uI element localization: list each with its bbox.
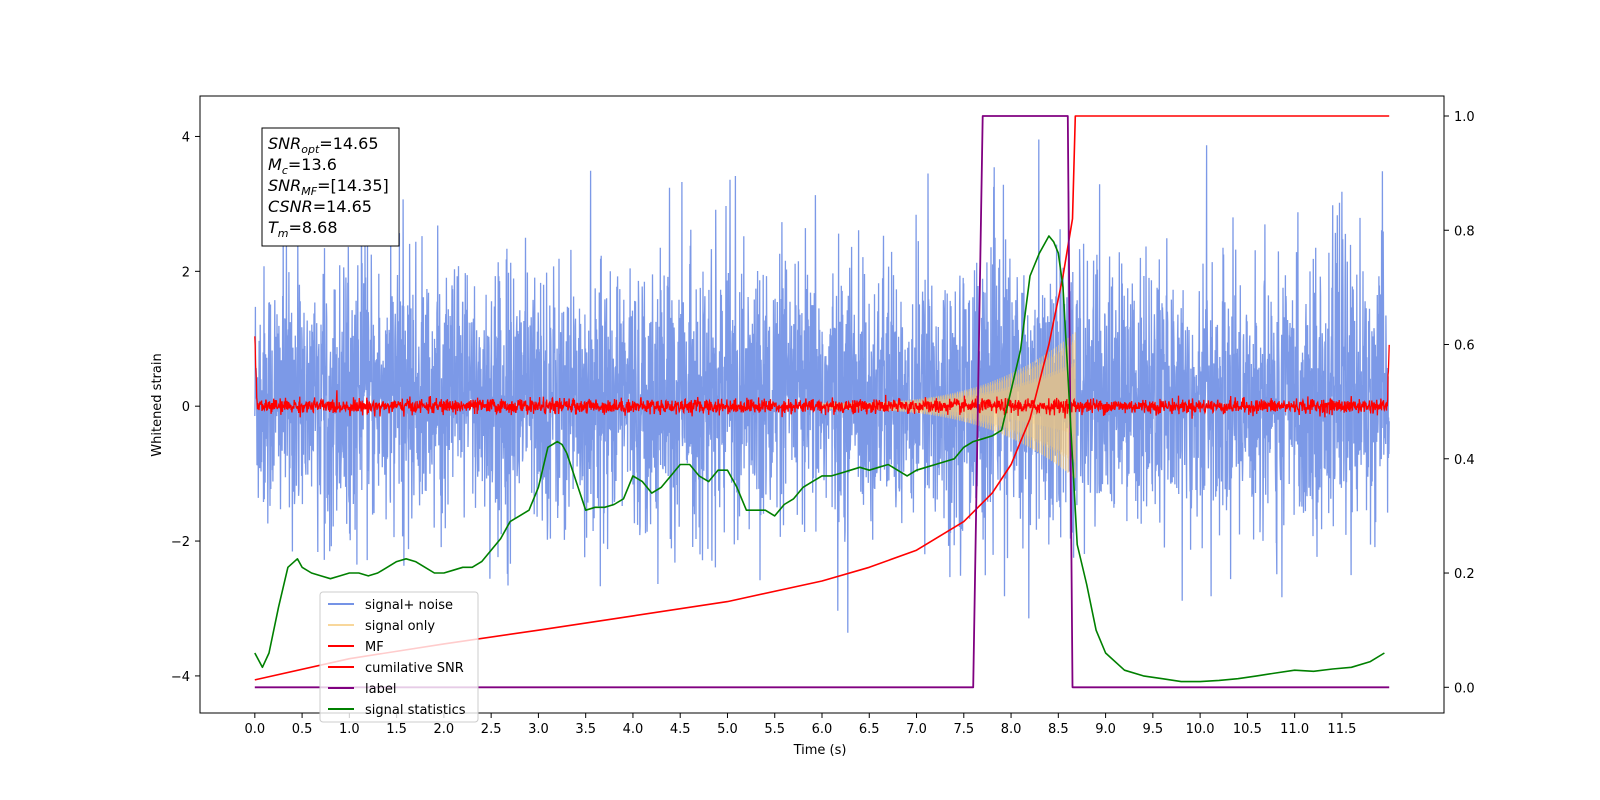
plot-area (254, 115, 1390, 689)
x-tick-label: 1.0 (339, 722, 360, 737)
y-right-tick-label: 0.8 (1454, 224, 1475, 239)
annotation-subscript: c (282, 164, 288, 177)
annotation-value: =13.6 (288, 155, 337, 174)
x-tick-label: 0.5 (292, 722, 313, 737)
legend-frame (319, 591, 479, 723)
annotation-symbol: T (268, 218, 279, 237)
annotation-line: CSNR=14.65 (268, 197, 372, 216)
x-tick-label: 6.0 (812, 722, 833, 737)
annotation-symbol: M (268, 155, 282, 174)
annotation-value: =[14.35] (317, 176, 389, 195)
x-tick-label: 5.0 (717, 722, 738, 737)
y-axis-right: 0.0 0.2 0.4 0.6 0.8 1.0 (1444, 110, 1475, 696)
legend-label: signal only (365, 619, 435, 634)
annotation-frame (261, 127, 400, 247)
x-tick-label: 7.5 (953, 722, 974, 737)
annotation-box: SNRopt=14.65Mc=13.6SNRMF=[14.35]CSNR=14.… (261, 127, 400, 247)
x-tick-label: 11.0 (1280, 722, 1309, 737)
annotation-subscript: m (278, 227, 289, 240)
y-right-tick-label: 1.0 (1454, 110, 1475, 125)
legend-label: MF (365, 640, 384, 655)
series-signal-noise-line (254, 139, 1390, 633)
series-signal-statistics-line (254, 235, 1385, 683)
x-tick-label: 9.5 (1143, 722, 1164, 737)
x-tick-label: 11.5 (1327, 722, 1356, 737)
x-tick-label: 5.5 (764, 722, 785, 737)
x-tick-label: 3.5 (575, 722, 596, 737)
y-right-tick-label: 0.6 (1454, 339, 1475, 354)
annotation-symbol: CSNR (268, 197, 313, 216)
annotation-symbol: SNR (268, 134, 301, 153)
y-left-tick-label: 0 (182, 400, 190, 415)
y-left-tick-label: 4 (182, 130, 190, 145)
x-tick-label: 2.5 (481, 722, 502, 737)
x-tick-label: 6.5 (859, 722, 880, 737)
x-tick-label: 7.0 (906, 722, 927, 737)
x-axis: 0.0 0.5 1.0 1.5 2.0 2.5 3.0 3.5 4.0 4.5 5.0 5.5 6.0 6… (244, 713, 1356, 737)
annotation-symbol: SNR (268, 176, 301, 195)
y-left-tick-label: −4 (171, 670, 190, 685)
x-tick-label: 1.5 (386, 722, 407, 737)
x-tick-label: 10.5 (1233, 722, 1262, 737)
legend-label: label (365, 682, 396, 697)
x-tick-label: 4.0 (623, 722, 644, 737)
x-tick-label: 2.0 (434, 722, 455, 737)
annotation-value: =8.68 (289, 218, 338, 237)
x-tick-label: 3.0 (528, 722, 549, 737)
y-axis-label: Whitened strain (150, 353, 165, 456)
x-axis-label: Time (s) (793, 743, 847, 758)
series-mf-line (254, 336, 1390, 419)
x-tick-label: 8.0 (1001, 722, 1022, 737)
annotation-subscript: MF (301, 185, 317, 198)
legend-label: signal+ noise (365, 598, 453, 613)
y-right-tick-label: 0.0 (1454, 681, 1475, 696)
annotation-line: SNRMF=[14.35] (268, 176, 389, 198)
x-tick-label: 4.5 (670, 722, 691, 737)
x-tick-label: 9.0 (1095, 722, 1116, 737)
y-axis-left: −4 −2 0 2 4 (171, 130, 200, 685)
y-left-tick-label: 2 (182, 265, 190, 280)
series-label-line (254, 115, 1390, 689)
legend-label: cumilative SNR (365, 661, 464, 676)
y-right-tick-label: 0.4 (1454, 453, 1475, 468)
annotation-value: =14.65 (319, 134, 378, 153)
annotation-line: Mc=13.6 (268, 155, 337, 177)
series-cumulative-snr-line (254, 115, 1390, 681)
legend: signal+ noise signal only MF cumilative SNR… (319, 591, 479, 723)
legend-label: signal statistics (365, 703, 466, 718)
y-right-tick-label: 0.2 (1454, 567, 1475, 582)
annotation-subscript: opt (301, 143, 320, 156)
x-tick-label: 10.0 (1186, 722, 1215, 737)
annotation-line: SNRopt=14.65 (268, 134, 379, 156)
x-tick-label: 8.5 (1048, 722, 1069, 737)
x-tick-label: 0.0 (244, 722, 265, 737)
annotation-value: =14.65 (313, 197, 372, 216)
annotation-line: Tm=8.68 (268, 218, 338, 240)
y-left-tick-label: −2 (171, 535, 190, 550)
